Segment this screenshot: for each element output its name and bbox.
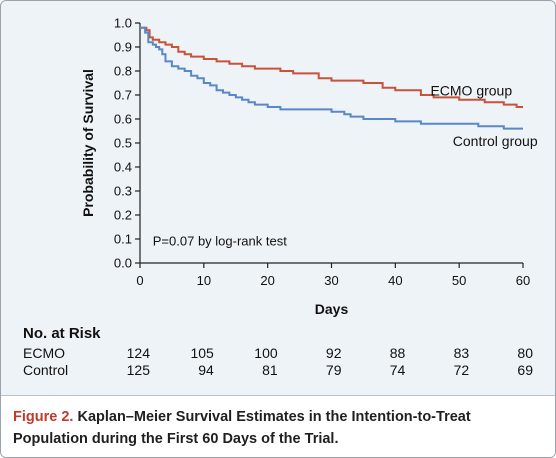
- risk-cell: 81: [262, 362, 278, 378]
- risk-table-title: No. at Risk: [23, 325, 101, 342]
- y-tick-label: 0.2: [114, 208, 132, 223]
- y-tick-label: 0.9: [114, 40, 132, 55]
- risk-cell: 88: [389, 345, 406, 361]
- risk-cell: 79: [325, 362, 342, 378]
- risk-cell: 69: [517, 362, 533, 378]
- x-tick-label: 20: [260, 273, 274, 288]
- risk-cell: 80: [517, 345, 533, 361]
- x-tick-label: 40: [388, 273, 402, 288]
- risk-cell: 125: [126, 362, 150, 378]
- km-chart: 0.0 0.1 0.2 0.3 0.4 0.5 0.6 0.7 0.8 0.9 1.0 0 10 20 30…: [80, 16, 538, 318]
- y-axis-label: Probability of Survival: [80, 69, 96, 217]
- y-tick-label: 0.7: [114, 88, 132, 103]
- y-tick-label: 1.0: [114, 16, 132, 31]
- risk-cell: 94: [198, 362, 214, 378]
- y-tick-label: 0.4: [114, 160, 132, 175]
- risk-cell: 72: [453, 362, 470, 378]
- risk-cell: 92: [325, 345, 342, 361]
- y-tick-label: 0.5: [114, 136, 132, 151]
- y-tick-label: 0.6: [114, 112, 132, 127]
- x-tick-label: 50: [452, 273, 466, 288]
- risk-row-label: Control: [23, 362, 69, 378]
- risk-cell: 74: [389, 362, 406, 378]
- x-tick-label: 30: [324, 273, 338, 288]
- risk-cell: 83: [453, 345, 470, 361]
- x-tick-label: 60: [516, 273, 530, 288]
- caption-body: Kaplan–Meier Survival Estimates in the I…: [13, 409, 471, 447]
- risk-cell: 105: [190, 345, 214, 361]
- x-axis-label: Days: [315, 301, 349, 317]
- p-value-annotation: P=0.07 by log-rank test: [153, 233, 287, 248]
- risk-row-label: ECMO: [23, 345, 65, 361]
- series-line-control: [140, 26, 523, 130]
- risk-cell: 100: [254, 345, 278, 361]
- series-line-ecmo: [140, 26, 523, 108]
- series-label-control: Control group: [453, 133, 538, 149]
- y-tick-label: 0.3: [114, 184, 132, 199]
- caption-text: Figure 2. Kaplan–Meier Survival Estimate…: [13, 406, 545, 450]
- x-tick-label: 10: [197, 273, 211, 288]
- series-label-ecmo: ECMO group: [430, 82, 512, 98]
- risk-cell: 124: [126, 345, 150, 361]
- x-tick-label: 0: [136, 273, 143, 288]
- y-tick-label: 0.0: [114, 256, 132, 271]
- y-tick-label: 0.8: [114, 64, 132, 79]
- figure-caption: Figure 2. Kaplan–Meier Survival Estimate…: [1, 395, 555, 457]
- figure-label: Figure 2.: [13, 409, 74, 425]
- y-tick-label: 0.1: [114, 232, 132, 247]
